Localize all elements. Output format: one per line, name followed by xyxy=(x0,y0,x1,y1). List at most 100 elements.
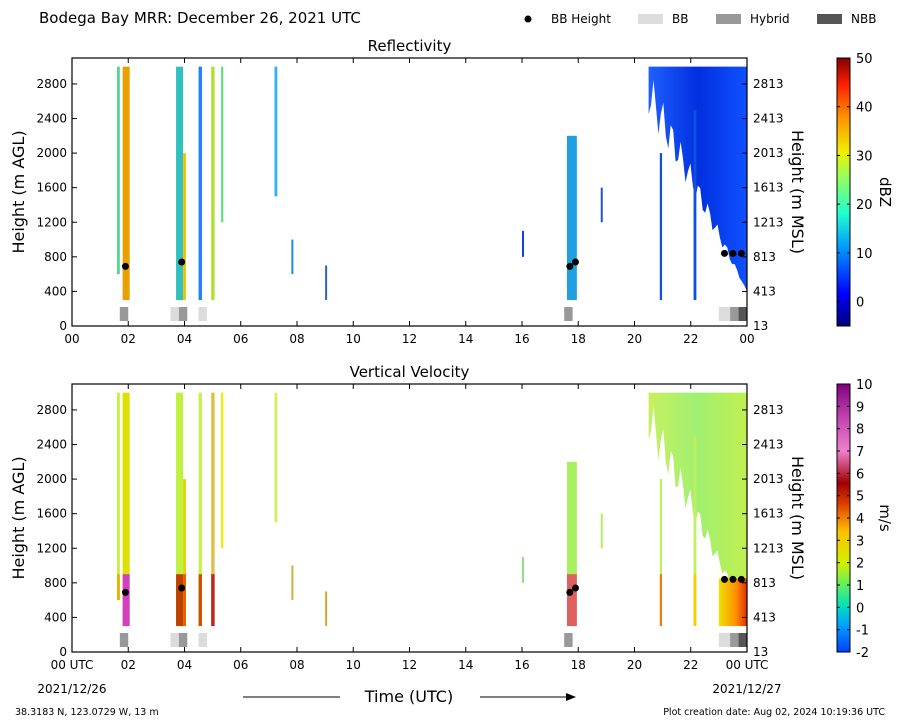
y2-tick-label-1-4: 1613 xyxy=(753,507,784,521)
streak-1-4 xyxy=(198,392,202,627)
x-tick-label-0-8: 16 xyxy=(514,332,529,346)
colorbar-label-1: m/s xyxy=(876,504,894,532)
streak-low-1-5 xyxy=(211,574,215,627)
figure-title: Bodega Bay MRR: December 26, 2021 UTC xyxy=(39,9,361,27)
start-date-label: 2021/12/26 xyxy=(37,682,106,696)
streak-0-11 xyxy=(567,135,577,301)
x-tick-label-1-9: 18 xyxy=(571,658,586,672)
x-tick-label-0-7: 14 xyxy=(458,332,473,346)
legend-label-2: Hybrid xyxy=(750,12,790,26)
streak-low-1-11 xyxy=(567,574,577,627)
y2-tick-label-0-3: 1213 xyxy=(753,215,784,229)
x-tick-label-0-12: 00 xyxy=(739,332,754,346)
streak-0-10 xyxy=(522,230,524,257)
streak-low-1-14 xyxy=(693,574,697,627)
streak-0-13 xyxy=(659,153,663,301)
footer-date: Plot creation date: Aug 02, 2024 10:19:3… xyxy=(663,707,885,718)
y-axis-label-0: Height (m AGL) xyxy=(9,130,28,253)
streak-1-2 xyxy=(176,392,184,627)
x-tick-label-0-6: 12 xyxy=(402,332,417,346)
colorbar-0 xyxy=(836,57,851,327)
bb-type-box-0-7 xyxy=(738,307,747,321)
colorbar-tick-label-1-6: 4 xyxy=(856,512,864,527)
bb-height-dot-1-0 xyxy=(121,588,129,596)
bb-type-box-1-2 xyxy=(178,633,188,647)
streak-low-1-0 xyxy=(122,574,130,627)
streak-0-0 xyxy=(122,66,130,301)
x-tick-label-1-1: 02 xyxy=(121,658,136,672)
x-tick-label-0-0: 00 xyxy=(64,332,79,346)
bb-type-box-1-3 xyxy=(198,633,207,647)
panel-title-1: Vertical Velocity xyxy=(350,363,470,381)
x-tick-label-1-11: 22 xyxy=(683,658,698,672)
x-tick-label-0-10: 20 xyxy=(627,332,642,346)
streak-1-13 xyxy=(659,479,663,627)
bb-type-box-0-5 xyxy=(718,307,731,321)
bb-type-box-0-1 xyxy=(170,307,179,321)
colorbar-tick-label-1-9: 7 xyxy=(856,445,864,460)
colorbar-tick-label-1-4: 2 xyxy=(856,557,864,572)
bb-height-dot-1-3 xyxy=(571,584,579,592)
time-arrow-head xyxy=(566,693,576,701)
streak-0-1 xyxy=(117,66,120,275)
precip-band-0 xyxy=(648,66,747,301)
x-tick-label-0-2: 04 xyxy=(177,332,192,346)
streak-0-5 xyxy=(211,66,215,301)
x-tick-label-1-5: 10 xyxy=(346,658,361,672)
plot-area-0 xyxy=(72,58,747,326)
plot-background-0 xyxy=(72,58,747,326)
y-tick-label-0-7: 2800 xyxy=(36,77,67,91)
x-tick-label-0-4: 08 xyxy=(289,332,304,346)
x-tick-label-0-9: 18 xyxy=(571,332,586,346)
legend-marker-0 xyxy=(524,15,532,23)
x-tick-label-1-4: 08 xyxy=(289,658,304,672)
y2-tick-label-0-4: 1613 xyxy=(753,181,784,195)
streak-0-7 xyxy=(274,66,278,197)
x-tick-label-1-12: 00 UTC xyxy=(726,658,769,672)
y2-tick-label-1-7: 2813 xyxy=(753,403,784,417)
y2-tick-label-0-5: 2013 xyxy=(753,146,784,160)
colorbar-tick-label-0-5: 50 xyxy=(856,52,873,67)
y-tick-label-1-5: 2000 xyxy=(36,472,67,486)
streak-0-6 xyxy=(221,66,224,223)
y2-tick-label-1-1: 413 xyxy=(753,610,776,624)
colorbar-tick-label-1-2: 0 xyxy=(856,601,864,616)
y2-tick-label-1-2: 813 xyxy=(753,576,776,590)
bb-type-box-0-2 xyxy=(178,307,188,321)
colorbar-tick-label-1-0: -2 xyxy=(856,646,869,661)
footer-location: 38.3183 N, 123.0729 W, 13 m xyxy=(15,707,159,718)
precip-band-low-1 xyxy=(718,578,747,627)
y-tick-label-1-2: 800 xyxy=(44,576,67,590)
bb-height-dot-0-4 xyxy=(721,249,728,257)
streak-1-5 xyxy=(211,392,215,627)
streak-1-8 xyxy=(291,565,294,601)
y-tick-label-1-7: 2800 xyxy=(36,403,67,417)
colorbar-tick-label-1-11: 9 xyxy=(856,400,864,415)
streak-low-1-1 xyxy=(117,574,120,601)
streak-1-7 xyxy=(274,392,278,523)
y2-tick-label-0-1: 413 xyxy=(753,284,776,298)
streak-0-2 xyxy=(176,66,184,301)
y-tick-label-1-1: 400 xyxy=(44,610,67,624)
x-tick-label-1-7: 14 xyxy=(458,658,473,672)
bb-height-dot-0-6 xyxy=(737,249,745,257)
colorbar-tick-label-0-3: 30 xyxy=(856,149,873,164)
legend-label-0: BB Height xyxy=(551,12,611,26)
bb-type-box-1-5 xyxy=(718,633,731,647)
plot-background-1 xyxy=(72,384,747,652)
y-axis-label-1: Height (m AGL) xyxy=(9,456,28,579)
y2-tick-label-0-2: 813 xyxy=(753,250,776,264)
panel-title-0: Reflectivity xyxy=(368,37,452,55)
legend-label-3: NBB xyxy=(851,12,876,26)
reflectivity-panel: Reflectivity0400800120016002000240028001… xyxy=(9,37,894,346)
bb-type-box-0-6 xyxy=(730,307,739,321)
bb-height-dot-1-1 xyxy=(178,584,186,592)
y2-tick-label-0-6: 2413 xyxy=(753,112,784,126)
x-tick-label-0-5: 10 xyxy=(346,332,361,346)
y-tick-label-1-3: 1200 xyxy=(36,541,67,555)
y-tick-label-0-4: 1600 xyxy=(36,181,67,195)
streak-1-10 xyxy=(522,556,524,583)
streak-1-0 xyxy=(122,392,130,627)
bb-type-box-1-6 xyxy=(730,633,739,647)
